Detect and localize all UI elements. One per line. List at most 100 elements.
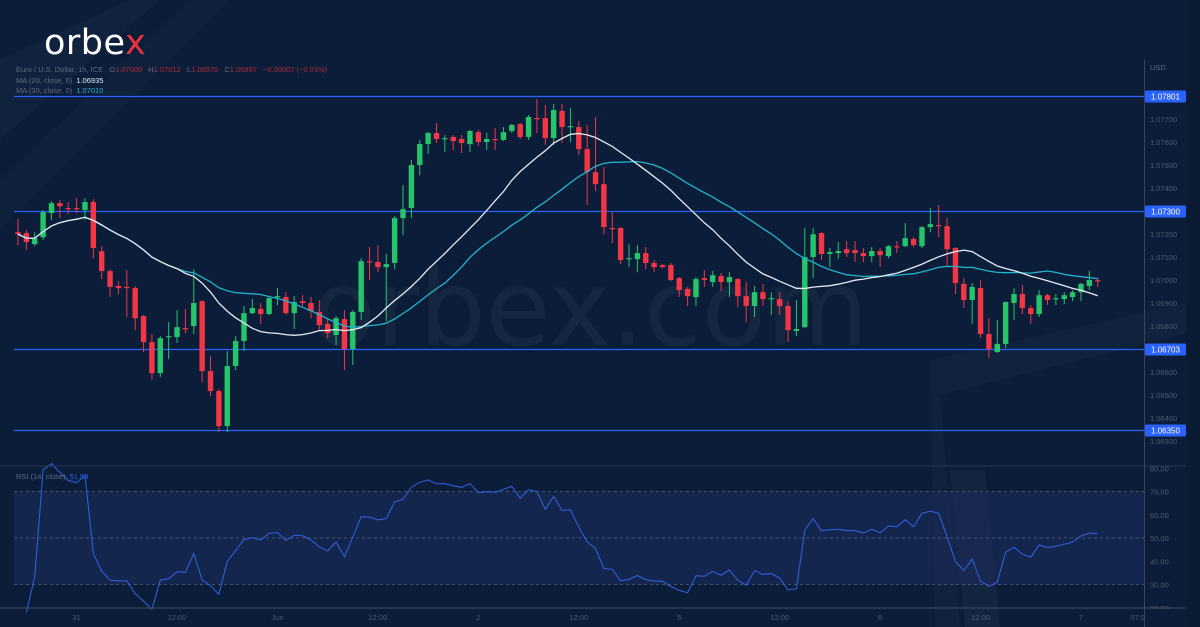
candle-body [274,296,281,298]
candle-body [182,328,189,330]
candle-body [99,251,105,272]
candle-body [567,126,574,128]
candle-body [902,238,908,247]
candle-body [157,338,163,374]
candle-body [450,136,456,142]
candle-body [910,239,917,246]
candle-body [224,366,230,427]
candle-body [969,286,975,301]
close-value: 1.06997 [229,65,257,74]
candle-body [718,276,724,283]
time-axis[interactable]: 31 12:00 Jun 12:00 2 12:00 5 12:00 6 12:00 7 07:00 [72,609,1186,627]
symbol-legend[interactable]: Euro / U.S. Dollar, 1h, ICE O1.07000 H1.… [16,65,328,74]
candle-body [32,238,38,245]
candle-body [944,226,950,250]
candle-body [1002,302,1009,344]
candle-body [475,132,482,142]
candle-body [1086,280,1093,286]
candle-body [65,208,71,210]
candle-body [835,251,841,254]
candle-body [358,261,364,312]
candle-body [601,184,607,228]
rsi-tick-label: 30.00 [1150,581,1169,590]
level-price-tag [1145,424,1186,437]
candle-body [517,124,523,137]
candle-body [400,209,406,219]
price-axis[interactable]: 1.07700 1.07600 1.07500 1.07400 1.07200 1.071… [1150,115,1177,446]
right-strip [1186,0,1200,627]
candle-body [559,110,565,128]
price-tick-label: 1.06900 [1150,299,1177,308]
candle-body [48,203,55,214]
price-tick-label: 1.07200 [1150,230,1177,239]
candle-body [107,271,113,287]
rsi-tick-label: 70.00 [1150,488,1169,497]
candle-body [199,301,205,372]
candle-body [936,225,942,227]
candle-body [684,288,691,297]
candle-body [191,303,197,326]
candle-body [885,246,892,257]
candle-body [165,336,172,338]
candle-body [492,139,498,141]
time-tick-label: 31 [72,613,80,622]
candle-body [324,323,331,334]
candle-body [726,277,733,283]
candle-body [308,303,314,312]
rsi-axis[interactable]: 80.00 70.00 60.00 50.00 40.00 30.00 20.00 [1150,464,1169,613]
time-tick-label: 12:00 [168,613,187,622]
price-tick-label: 1.07500 [1150,161,1177,170]
candle-body [216,391,222,427]
candle-body [818,233,825,255]
candle-body [894,246,900,248]
candle-body [776,299,783,306]
candle-body [40,212,46,238]
candle-body [249,308,256,314]
price-tick-label: 1.06600 [1150,368,1177,377]
candle-body [952,248,959,283]
price-tick-label: 1.06300 [1150,437,1177,446]
price-tick-label: 1.06500 [1150,391,1177,400]
candle-body [1019,294,1026,309]
candle-body [316,311,323,326]
candle-body [710,275,716,283]
candle-body [860,253,867,257]
candle-body [1011,294,1017,303]
candle-body [877,251,883,256]
ma20-legend[interactable]: MA (20, close, 0) 1.06935 [16,76,104,85]
symbol-name: Euro / U.S. Dollar, 1h, ICE [16,65,104,74]
candle-body [986,334,992,349]
level-price-tag [1145,205,1186,218]
candle-body [1061,295,1067,300]
time-tick-label: 12:00 [770,613,789,622]
candle-body [735,279,741,297]
time-tick-label: 2 [476,613,480,622]
price-tick-label: 1.06400 [1150,414,1177,423]
candle-body [1078,283,1084,293]
candle-body [350,311,356,349]
level-price-label: 1.06350 [1151,427,1180,436]
change-value: −0.00007 (−0.01%) [262,65,328,74]
candle-body [534,118,540,120]
candle-body [609,228,615,230]
candle-body [124,286,130,289]
candle-body [668,265,674,280]
candle-body [57,203,63,207]
candle-body [869,251,875,257]
candle-body [525,116,532,137]
candle-body [634,253,641,260]
ma30-legend[interactable]: MA (30, close, 0) 1.07010 [16,86,104,95]
rsi-guides [14,491,1144,585]
high-value: 1.07012 [153,65,181,74]
candle-body [977,288,984,335]
candle-body [174,327,180,338]
candle-body [207,371,214,392]
candle-body [149,342,155,374]
rsi-legend[interactable]: RSI (14, close) 51.59 [16,472,89,481]
candle-body [90,202,97,249]
level-price-label: 1.07300 [1151,208,1180,217]
candle-body [433,133,440,140]
candle-body [258,308,264,315]
candle-body [82,202,88,211]
